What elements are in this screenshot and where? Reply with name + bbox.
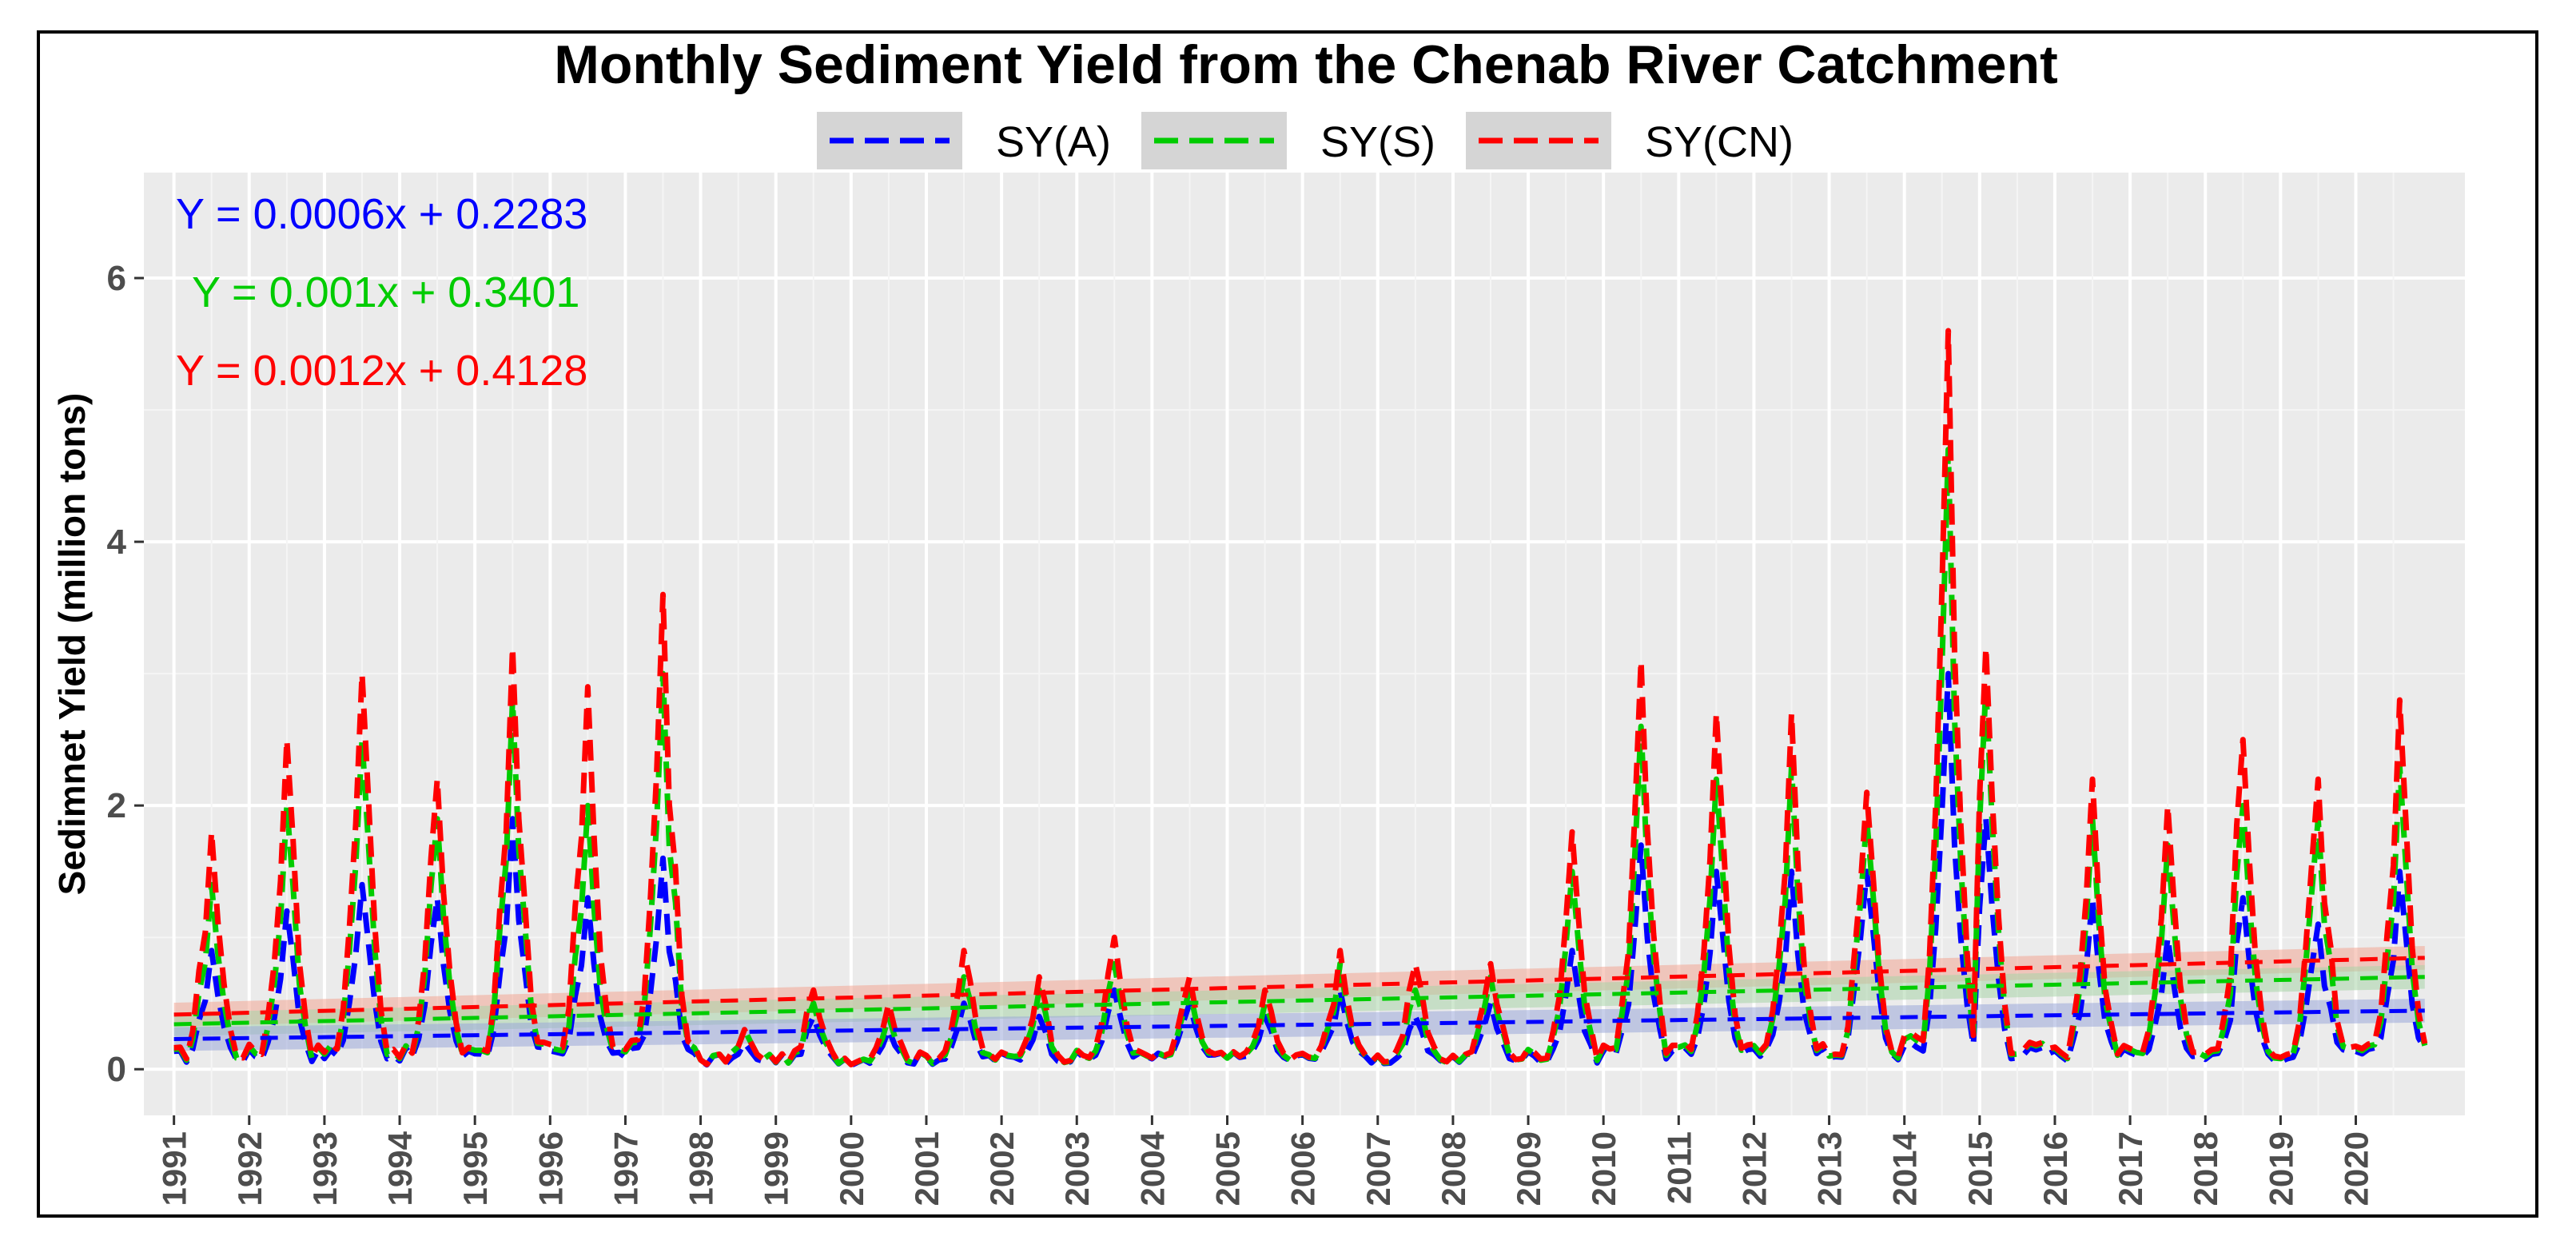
x-tick-label: 2010 xyxy=(1585,1131,1622,1206)
legend-label: SY(A) xyxy=(996,118,1111,166)
legend: SY(A) SY(S) SY(CN) xyxy=(817,112,1794,169)
x-tick-label: 2006 xyxy=(1284,1131,1322,1206)
x-tick-label: 1998 xyxy=(683,1131,720,1206)
x-tick-label: 2012 xyxy=(1735,1131,1773,1206)
x-tick-label: 1995 xyxy=(456,1131,494,1206)
x-tick-label: 2014 xyxy=(1886,1131,1924,1206)
x-tick-label: 2018 xyxy=(2187,1131,2224,1206)
y-axis: 0 2 4 6 xyxy=(107,259,144,1089)
legend-label: SY(CN) xyxy=(1645,118,1794,166)
x-tick-label: 1997 xyxy=(607,1131,644,1206)
x-tick-label: 2002 xyxy=(983,1131,1021,1206)
y-tick-label: 0 xyxy=(107,1050,126,1089)
x-tick-label: 2016 xyxy=(2037,1131,2074,1206)
x-tick-label: 1994 xyxy=(381,1131,419,1206)
x-tick-label: 2009 xyxy=(1510,1131,1547,1206)
equation-annotation: Y = 0.0012x + 0.4128 xyxy=(176,347,587,395)
x-tick-label: 2004 xyxy=(1133,1131,1171,1206)
x-tick-label: 2019 xyxy=(2262,1131,2299,1206)
x-tick-label: 1999 xyxy=(758,1131,795,1206)
x-tick-label: 2015 xyxy=(1961,1131,1999,1206)
x-tick-label: 1996 xyxy=(532,1131,569,1206)
y-tick-label: 2 xyxy=(107,786,126,825)
x-tick-label: 2020 xyxy=(2338,1131,2375,1206)
x-tick-label: 2011 xyxy=(1660,1131,1698,1204)
x-tick-label: 1991 xyxy=(156,1131,193,1206)
series-lines xyxy=(173,328,2428,1068)
equation-annotation: Y = 0.0006x + 0.2283 xyxy=(176,190,587,238)
x-tick-label: 2000 xyxy=(833,1131,870,1206)
chart-title: Monthly Sediment Yield from the Chenab R… xyxy=(554,34,2058,95)
y-tick-label: 4 xyxy=(107,523,127,562)
x-tick-label: 2007 xyxy=(1360,1131,1397,1206)
y-tick-label: 6 xyxy=(107,259,126,298)
trend-line xyxy=(173,975,2425,1027)
equation-annotations: Y = 0.0006x + 0.2283 Y = 0.001x + 0.3401 Y… xyxy=(176,190,587,395)
x-tick-label: 2008 xyxy=(1435,1131,1472,1206)
trend-line xyxy=(173,1008,2425,1041)
x-tick-label: 2017 xyxy=(2112,1131,2149,1206)
trend-lines xyxy=(173,956,2425,1041)
x-axis: 1991 1992 1993 1994 1995 1996 1997 1998 1999 2000… xyxy=(156,1115,2375,1206)
x-tick-label: 1993 xyxy=(306,1131,344,1206)
x-tick-label: 2013 xyxy=(1811,1131,1849,1206)
x-tick-label: 2001 xyxy=(908,1131,946,1206)
y-axis-title: Sedimnet Yield (million tons) xyxy=(51,393,93,896)
x-tick-label: 2005 xyxy=(1209,1131,1247,1206)
x-tick-label: 1992 xyxy=(231,1131,269,1206)
series-line xyxy=(173,328,2428,1067)
equation-annotation: Y = 0.001x + 0.3401 xyxy=(192,268,579,316)
x-tick-label: 2003 xyxy=(1058,1131,1096,1206)
trend-line xyxy=(173,956,2425,1017)
legend-label: SY(S) xyxy=(1320,118,1435,166)
